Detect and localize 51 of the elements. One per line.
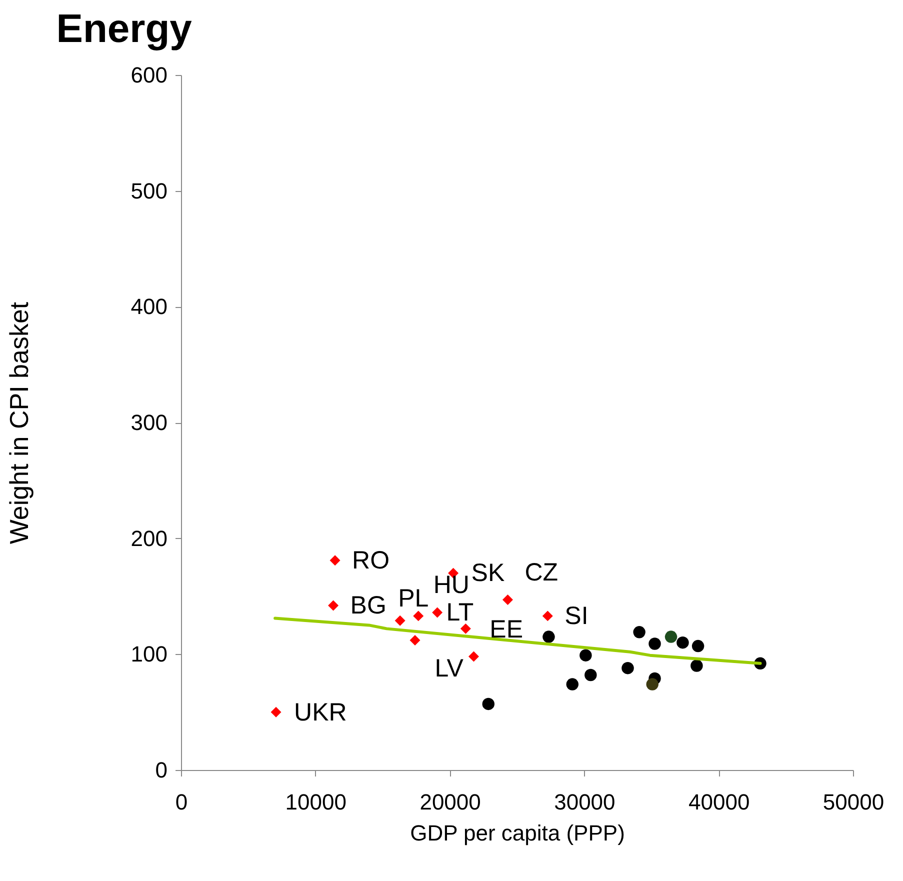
y-tick-label: 300	[130, 410, 168, 435]
point	[542, 630, 555, 643]
point	[566, 678, 578, 690]
x-tick-label: 30000	[554, 790, 616, 814]
point	[468, 651, 479, 662]
x-tick-label: 20000	[420, 790, 481, 814]
point	[676, 636, 689, 649]
annotation: SK	[471, 559, 505, 588]
point	[580, 649, 592, 662]
y-tick-label: 500	[130, 178, 168, 204]
y-tick-label: 600	[130, 62, 168, 88]
x-tick-label: 0	[175, 790, 188, 814]
point	[648, 638, 661, 650]
y-tick-label: 200	[130, 526, 168, 551]
point	[692, 640, 704, 652]
annotation: CZ	[524, 558, 558, 587]
x-axis-title: GDP per capita (PPP)	[410, 820, 625, 846]
y-axis-title: Weight in CPI basket	[4, 301, 34, 544]
point	[270, 706, 282, 718]
y-tick-label: 400	[130, 294, 168, 320]
point	[633, 626, 646, 638]
point	[394, 615, 406, 626]
y-tick-label: 0	[155, 758, 168, 782]
annotation: HU	[433, 570, 470, 599]
annotation: PL	[398, 584, 429, 613]
point	[664, 630, 678, 643]
point	[502, 594, 513, 605]
point	[330, 555, 340, 566]
annotation: SI	[564, 602, 588, 630]
point	[542, 610, 553, 622]
x-tick-label: 40000	[688, 790, 750, 814]
annotation: LT	[446, 598, 474, 626]
annotation: UKR	[294, 698, 347, 727]
point	[413, 610, 424, 622]
annotation: EE	[490, 616, 524, 644]
annotation: RO	[352, 546, 390, 574]
annotation: BG	[350, 592, 386, 620]
point	[328, 600, 339, 611]
point	[432, 607, 443, 618]
point	[646, 678, 658, 690]
y-tick-label: 100	[130, 642, 168, 667]
x-tick-label: 10000	[285, 790, 346, 814]
annotation: LV	[434, 654, 464, 682]
point	[622, 662, 634, 674]
point	[410, 635, 420, 646]
point	[690, 660, 703, 672]
point	[460, 623, 471, 634]
point	[482, 698, 494, 710]
x-tick-label: 50000	[822, 790, 884, 814]
point	[584, 668, 597, 682]
chart-title: Energy	[56, 7, 193, 51]
